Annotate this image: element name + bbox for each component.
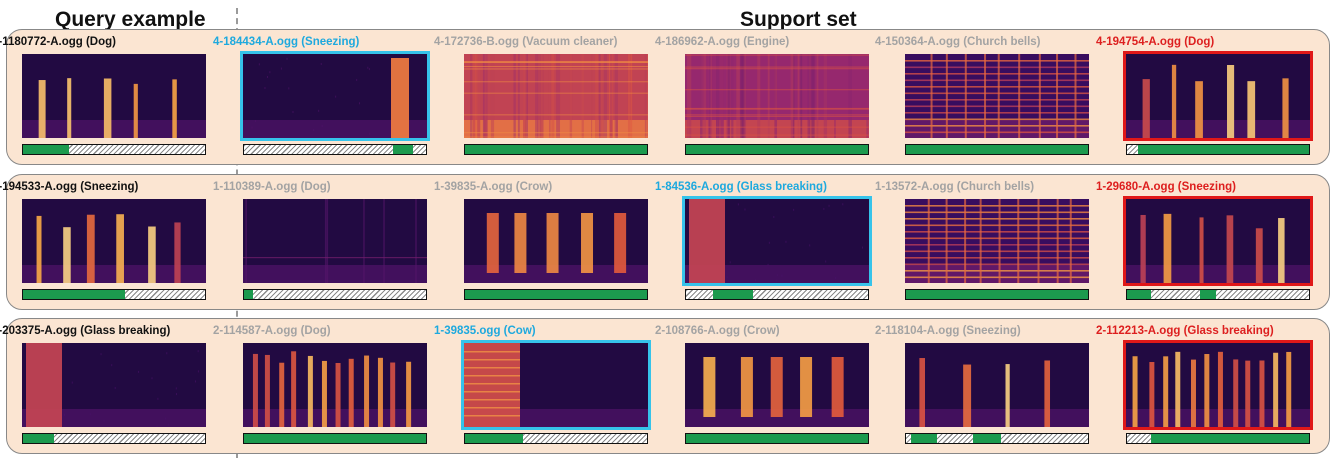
inactive-segment	[936, 434, 974, 443]
spectrogram	[1123, 51, 1313, 141]
active-segment	[23, 145, 69, 154]
activity-bar	[1126, 433, 1310, 444]
inactive-segment	[1000, 434, 1088, 443]
active-segment	[713, 290, 754, 299]
active-segment	[23, 290, 125, 299]
spectrogram	[905, 343, 1089, 427]
inactive-segment	[1216, 290, 1309, 299]
inactive-segment	[906, 434, 912, 443]
support-filename-label: 1-13572-A.ogg (Church bells)	[875, 181, 1035, 193]
support-filename-label: 2-114587-A.ogg (Dog)	[213, 325, 331, 337]
active-segment	[973, 434, 1001, 443]
activity-bar	[905, 289, 1089, 300]
activity-bar	[243, 433, 427, 444]
inactive-segment	[523, 434, 647, 443]
inactive-segment	[1127, 145, 1138, 154]
spectrogram	[464, 199, 648, 283]
spectrogram	[905, 54, 1089, 138]
inactive-segment	[686, 290, 714, 299]
activity-bar	[22, 289, 206, 300]
spectrogram	[464, 54, 648, 138]
inactive-segment	[53, 434, 205, 443]
inactive-segment	[413, 145, 426, 154]
active-segment	[244, 434, 426, 443]
support-filename-label: 1-39835.ogg (Cow)	[434, 325, 536, 337]
inactive-segment	[1127, 434, 1151, 443]
support-filename-label: 1-84536-A.ogg (Glass breaking)	[655, 181, 827, 193]
active-segment	[23, 434, 54, 443]
activity-bar	[685, 433, 869, 444]
spectrogram	[243, 199, 427, 283]
spectrogram	[682, 196, 872, 286]
activity-bar	[1126, 289, 1310, 300]
support-filename-label: 4-150364-A.ogg (Church bells)	[875, 36, 1041, 48]
activity-bar	[905, 433, 1089, 444]
inactive-segment	[753, 290, 868, 299]
support-filename-label: 2-108766-A.ogg (Crow)	[655, 325, 780, 337]
activity-bar	[22, 433, 206, 444]
inactive-segment	[124, 290, 205, 299]
active-segment	[1127, 290, 1151, 299]
spectrogram	[22, 343, 206, 427]
inactive-segment	[244, 145, 394, 154]
support-filename-label: 4-172736-B.ogg (Vacuum cleaner)	[434, 36, 618, 48]
spectrogram	[685, 343, 869, 427]
spectrogram	[22, 199, 206, 283]
activity-bar	[905, 144, 1089, 155]
activity-bar	[464, 289, 648, 300]
inactive-segment	[253, 290, 426, 299]
example-row: 3-203375-A.ogg (Glass breaking) 2-114587-…	[0, 318, 1330, 454]
active-segment	[465, 434, 524, 443]
query-filename-label: 2-1180772-A.ogg (Dog)	[0, 36, 116, 48]
spectrogram	[1123, 196, 1313, 286]
active-segment	[686, 145, 868, 154]
spectrogram	[1123, 340, 1313, 430]
active-segment	[686, 434, 868, 443]
support-filename-label: 4-194754-A.ogg (Dog)	[1096, 36, 1215, 48]
support-filename-label: 4-184434-A.ogg (Sneezing)	[213, 36, 360, 48]
active-segment	[1137, 145, 1309, 154]
support-filename-label: 4-186962-A.ogg (Engine)	[655, 36, 790, 48]
activity-bar	[685, 144, 869, 155]
activity-bar	[1126, 144, 1310, 155]
example-row: 2-1180772-A.ogg (Dog) 4-184434-A.ogg (Sne…	[0, 29, 1330, 165]
support-filename-label: 1-29680-A.ogg (Sneezing)	[1096, 181, 1236, 193]
inactive-segment	[68, 145, 205, 154]
active-segment	[244, 290, 254, 299]
activity-bar	[464, 144, 648, 155]
active-segment	[906, 145, 1088, 154]
spectrogram	[22, 54, 206, 138]
active-segment	[906, 290, 1088, 299]
query-header: Query example	[55, 8, 206, 31]
support-filename-label: 1-39835-A.ogg (Crow)	[434, 181, 553, 193]
query-filename-label: 3-203375-A.ogg (Glass breaking)	[0, 325, 171, 337]
active-segment	[1150, 434, 1309, 443]
spectrogram	[461, 340, 651, 430]
activity-bar	[22, 144, 206, 155]
activity-bar	[243, 144, 427, 155]
activity-bar	[464, 433, 648, 444]
example-row: 5-194533-A.ogg (Sneezing) 1-110389-A.ogg …	[0, 174, 1330, 310]
activity-bar	[243, 289, 427, 300]
active-segment	[911, 434, 937, 443]
spectrogram	[240, 51, 430, 141]
spectrogram	[905, 199, 1089, 283]
spectrogram	[243, 343, 427, 427]
support-filename-label: 2-118104-A.ogg (Sneezing)	[875, 325, 1021, 337]
active-segment	[465, 290, 647, 299]
spectrogram	[685, 54, 869, 138]
active-segment	[393, 145, 414, 154]
query-filename-label: 5-194533-A.ogg (Sneezing)	[0, 181, 139, 193]
activity-bar	[685, 289, 869, 300]
support-filename-label: 1-110389-A.ogg (Dog)	[213, 181, 331, 193]
inactive-segment	[1150, 290, 1200, 299]
active-segment	[1199, 290, 1217, 299]
support-header: Support set	[740, 8, 857, 31]
support-filename-label: 2-112213-A.ogg (Glass breaking)	[1096, 325, 1274, 337]
active-segment	[465, 145, 647, 154]
